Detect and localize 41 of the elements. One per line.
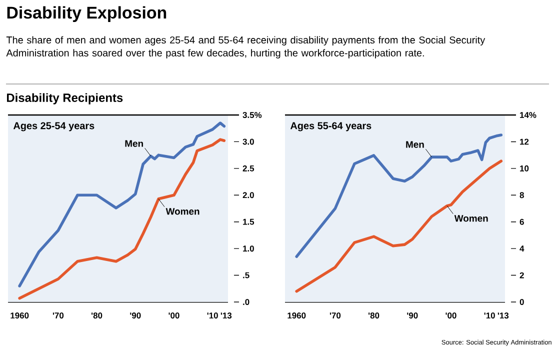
- x-tick-label: '13: [498, 312, 509, 319]
- x-tick-label: '90: [407, 312, 418, 319]
- series-label: Women: [166, 208, 200, 215]
- series-label: Men: [125, 140, 143, 147]
- y-tick-label: 2.0: [242, 192, 254, 198]
- chart-subtitle: The share of men and women ages 25-54 and 55-64 receiving disability payments from the Social Security Administration has soared over the past few decades, hurting the workforce-participation rate.: [6, 36, 486, 58]
- y-tick-label: 8: [520, 192, 524, 198]
- y-tick-label: 4: [520, 246, 524, 252]
- x-tick-label: '80: [368, 312, 380, 319]
- x-tick-label: '00: [446, 312, 456, 319]
- annotation: Ages 55-64 years: [290, 122, 372, 132]
- y-tick-label: .5: [243, 272, 250, 278]
- y-tick-label: 1.0: [243, 246, 254, 252]
- line-series: [295, 134, 503, 258]
- series-label: Women: [454, 215, 488, 222]
- x-tick-label: '00: [168, 312, 180, 319]
- y-tick-label: 3.0: [242, 138, 254, 145]
- y-tick-label: 6: [520, 218, 524, 225]
- x-tick-label: '70: [52, 312, 64, 319]
- y-tick-label: 1.5: [243, 218, 254, 225]
- y-tick-label: 14%: [520, 112, 536, 118]
- x-tick-label: '70: [330, 312, 341, 319]
- y-tick-label: 3.5%: [242, 112, 262, 118]
- y-tick-label: 2.5: [242, 165, 254, 172]
- series-label: Men: [406, 141, 424, 148]
- line-series: [18, 138, 226, 300]
- y-tick-label: .0: [243, 299, 250, 305]
- x-tick-label: 1960: [10, 312, 29, 319]
- x-tick-label: '10: [207, 312, 218, 319]
- x-tick-label: '10: [484, 312, 495, 319]
- y-tick-label: 2: [520, 272, 524, 278]
- x-tick-label: '80: [92, 312, 102, 319]
- annotation: Ages 25-54 years: [13, 122, 94, 132]
- x-tick-label: '13: [220, 312, 232, 319]
- x-tick-label: '90: [130, 312, 141, 319]
- y-tick-label: 0: [520, 299, 524, 305]
- text: Disability Recipients: [7, 93, 123, 104]
- y-tick-label: 12: [520, 138, 529, 145]
- x-tick-label: 1960: [288, 312, 306, 319]
- y-tick-label: 10: [520, 165, 529, 172]
- chart-title: Disability Explosion: [7, 6, 166, 22]
